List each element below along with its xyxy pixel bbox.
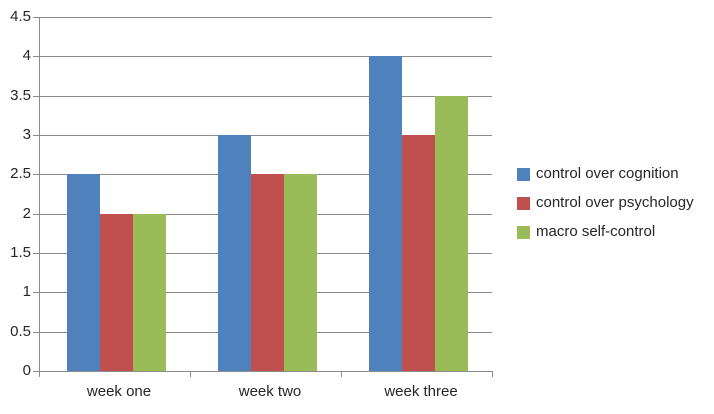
y-tick-mark <box>33 214 39 215</box>
y-tick-label: 4 <box>22 47 31 64</box>
x-category-label: week one <box>86 383 152 400</box>
y-tick-label: 2 <box>22 205 31 222</box>
legend-label: control over cognition <box>536 165 679 182</box>
x-category-label: week two <box>238 383 302 400</box>
x-tick-mark <box>39 371 40 377</box>
legend: control over cognition control over psyc… <box>517 166 694 253</box>
y-tick-mark <box>33 17 39 18</box>
x-tick-mark <box>341 371 342 377</box>
y-tick-label: 0.5 <box>10 323 31 340</box>
y-tick-label: 2.5 <box>10 165 31 182</box>
bar <box>133 214 166 371</box>
legend-swatch-green-icon <box>517 225 530 239</box>
y-tick-mark <box>33 253 39 254</box>
legend-item-cognition: control over cognition <box>517 166 694 182</box>
y-tick-mark <box>33 371 39 372</box>
y-tick-mark <box>33 174 39 175</box>
y-tick-mark <box>33 56 39 57</box>
x-tick-mark <box>492 371 493 377</box>
y-tick-label: 0 <box>22 362 31 379</box>
y-tick-label: 3 <box>22 126 31 143</box>
y-tick-label: 1 <box>22 283 31 300</box>
y-tick-mark <box>33 332 39 333</box>
bar <box>369 56 402 371</box>
y-tick-label: 3.5 <box>10 87 31 104</box>
bar <box>67 174 100 371</box>
gridline <box>39 56 492 57</box>
legend-item-psychology: control over psychology <box>517 195 694 211</box>
gridline <box>39 17 492 18</box>
y-tick-label: 1.5 <box>10 244 31 261</box>
bar <box>100 214 133 371</box>
legend-item-selfcontrol: macro self-control <box>517 224 694 240</box>
bar <box>402 135 435 371</box>
y-axis-line <box>39 17 40 377</box>
bar <box>218 135 251 371</box>
legend-swatch-blue-icon <box>517 167 530 181</box>
x-tick-mark <box>190 371 191 377</box>
gridline <box>39 135 492 136</box>
legend-swatch-red-icon <box>517 196 530 210</box>
y-tick-mark <box>33 292 39 293</box>
x-axis-line <box>39 371 492 372</box>
y-tick-mark <box>33 135 39 136</box>
y-tick-mark <box>33 96 39 97</box>
y-tick-label: 4.5 <box>10 8 31 25</box>
x-category-label: week three <box>384 383 458 400</box>
bar <box>435 96 468 371</box>
bar <box>284 174 317 371</box>
bar <box>251 174 284 371</box>
gridline <box>39 96 492 97</box>
legend-label: macro self-control <box>536 223 656 240</box>
legend-label: control over psychology <box>536 194 694 211</box>
